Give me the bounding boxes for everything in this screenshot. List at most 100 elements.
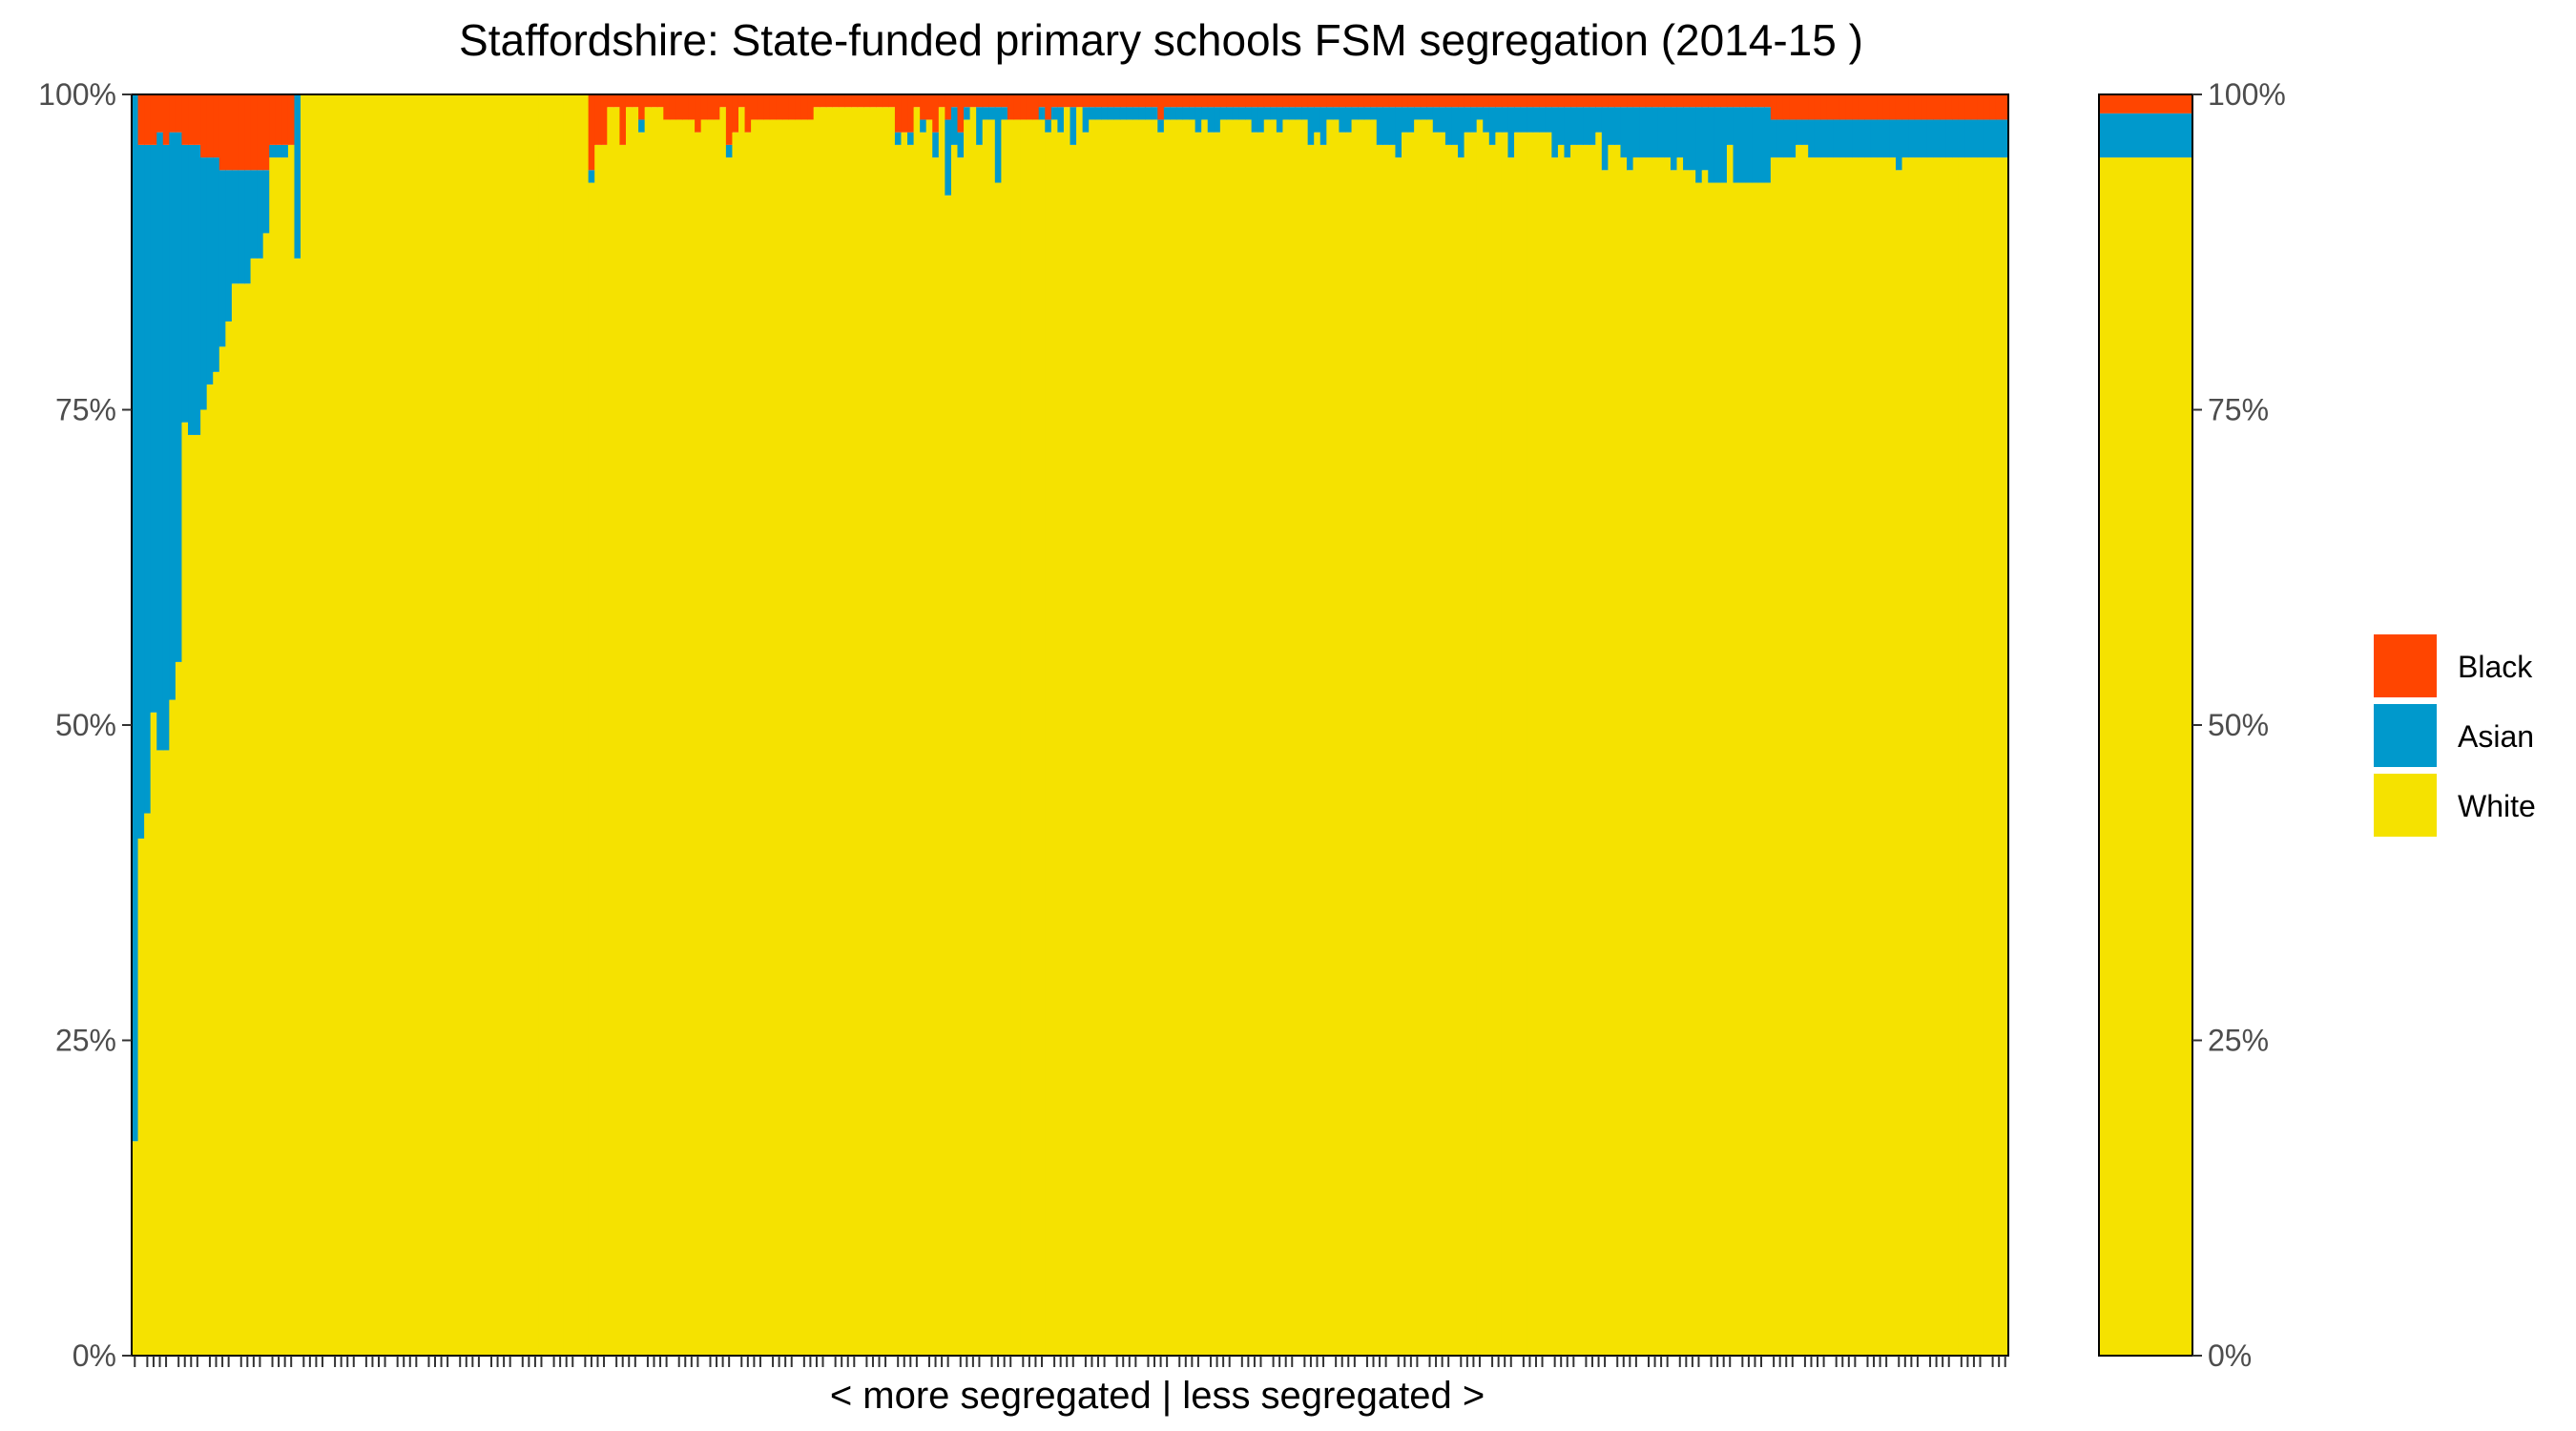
bar-segment-black	[1495, 94, 1503, 108]
school-bar	[1045, 94, 1052, 1356]
bar-segment-black	[1507, 94, 1515, 108]
school-bar	[744, 94, 752, 1356]
bar-segment-white	[1808, 157, 1816, 1357]
school-bar	[1608, 94, 1615, 1356]
school-bar	[1908, 94, 1916, 1357]
bar-segment-white	[301, 94, 308, 1356]
school-bar	[1757, 94, 1765, 1356]
bar-segment-black	[1964, 94, 1972, 120]
school-bar	[294, 94, 301, 1356]
bar-segment-white	[781, 119, 790, 1357]
bar-segment-asian	[1776, 119, 1784, 158]
bar-segment-white	[832, 107, 840, 1357]
bar-segment-black	[1407, 94, 1415, 108]
school-bar	[357, 94, 364, 1356]
bar-segment-white	[1545, 132, 1552, 1356]
bar-segment-black	[938, 94, 945, 108]
school-bar	[669, 94, 677, 1357]
bar-segment-white	[1776, 157, 1784, 1357]
bar-segment-white	[1601, 170, 1609, 1356]
bar-segment-black	[1245, 94, 1253, 108]
bar-segment-white	[1414, 119, 1422, 1357]
bar-segment-asian	[1814, 119, 1821, 158]
right-y-tick-label: 75%	[2208, 393, 2269, 427]
bar-segment-white	[357, 94, 364, 1356]
bar-segment-black	[1983, 94, 1990, 120]
bar-segment-asian	[1089, 107, 1096, 120]
school-bar	[188, 94, 196, 1356]
bar-segment-white	[1214, 132, 1221, 1356]
bar-segment-black	[1132, 94, 1140, 108]
bar-segment-white	[1126, 119, 1133, 1357]
school-bar	[1632, 94, 1640, 1357]
bar-segment-white	[594, 144, 602, 1356]
bar-segment-black	[1695, 94, 1703, 108]
school-bar	[1138, 94, 1146, 1357]
bar-segment-black	[957, 94, 965, 133]
bar-segment-white	[1382, 144, 1390, 1356]
bar-segment-white	[1527, 132, 1534, 1356]
bar-segment-black	[1270, 94, 1278, 108]
bar-segment-black	[1576, 94, 1584, 108]
school-bar	[1388, 94, 1397, 1356]
bar-segment-asian	[1739, 107, 1747, 183]
school-bar	[1151, 94, 1158, 1357]
school-bar	[269, 94, 277, 1357]
bar-segment-white	[1977, 157, 1984, 1357]
bar-segment-asian	[1757, 107, 1765, 183]
bar-segment-asian	[1789, 119, 1797, 158]
bar-segment-white	[976, 144, 984, 1356]
bar-segment-white	[1388, 144, 1397, 1356]
bar-segment-white	[494, 94, 502, 1356]
bar-segment-white	[700, 119, 708, 1357]
bar-segment-asian	[175, 132, 183, 662]
bar-segment-asian	[1226, 107, 1234, 120]
bar-segment-asian	[1483, 107, 1490, 133]
bar-segment-black	[1539, 94, 1547, 108]
school-bar	[156, 94, 164, 1356]
bar-segment-white	[400, 94, 408, 1356]
school-bar	[644, 94, 652, 1357]
bar-segment-white	[313, 94, 321, 1356]
bar-segment-black	[1764, 94, 1772, 108]
bar-segment-white	[1050, 119, 1058, 1357]
bar-segment-white	[575, 94, 583, 1356]
school-bar	[512, 94, 521, 1356]
bar-segment-black	[744, 94, 752, 133]
bar-segment-asian	[1507, 107, 1515, 158]
bar-segment-black	[1613, 94, 1622, 108]
school-bar	[338, 94, 345, 1356]
bar-segment-black	[1958, 94, 1965, 120]
school-bar	[526, 94, 533, 1356]
school-bar	[325, 94, 333, 1356]
school-bar	[1601, 94, 1609, 1356]
bar-segment-asian	[1970, 119, 1978, 158]
school-bar	[257, 94, 264, 1356]
bar-segment-white	[1282, 119, 1290, 1357]
school-bar	[569, 94, 577, 1356]
bar-segment-asian	[1845, 119, 1853, 158]
school-bar	[795, 94, 802, 1357]
school-bar	[1864, 94, 1872, 1357]
school-bar	[475, 94, 483, 1356]
bar-segment-black	[250, 94, 258, 171]
bar-segment-asian	[181, 144, 189, 423]
bar-segment-asian	[1689, 107, 1696, 171]
school-bar	[800, 94, 808, 1357]
bar-segment-asian	[1895, 119, 1903, 171]
bar-segment-white	[394, 94, 402, 1356]
bar-segment-black	[1745, 94, 1753, 108]
bar-segment-asian	[1458, 107, 1465, 158]
bar-segment-black	[844, 94, 852, 108]
bar-segment-white	[512, 94, 521, 1356]
bar-segment-asian	[1576, 107, 1584, 145]
school-bar	[1063, 94, 1071, 1357]
school-bar	[1426, 94, 1434, 1357]
bar-segment-black	[625, 94, 634, 108]
bar-segment-white	[544, 94, 551, 1356]
bar-segment-white	[982, 119, 989, 1357]
school-bar	[1670, 94, 1678, 1356]
bar-segment-white	[1796, 144, 1803, 1356]
school-bar	[482, 94, 489, 1356]
bar-segment-black	[1776, 94, 1784, 120]
